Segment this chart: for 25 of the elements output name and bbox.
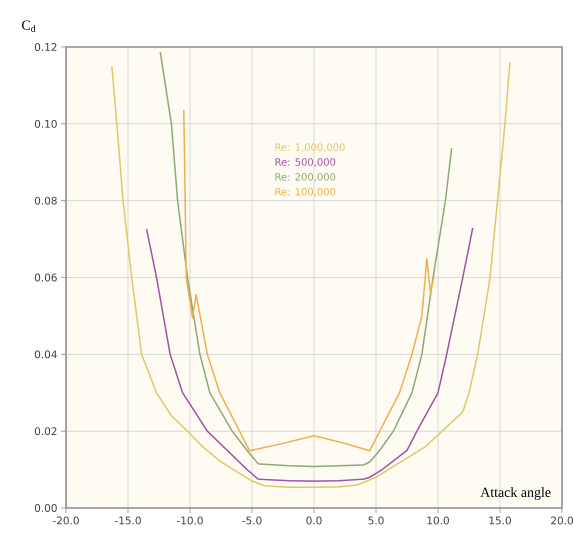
x-tick-label: 20.0 xyxy=(551,516,573,524)
y-tick-label: 0.02 xyxy=(34,427,56,436)
y-tick-label: 0.06 xyxy=(34,274,57,282)
line-series xyxy=(146,227,474,482)
y-tick-label: 0.12 xyxy=(34,43,56,51)
text: Re: 500,000 xyxy=(276,158,336,167)
line-series xyxy=(183,109,436,452)
x-tick-label: 5.0 xyxy=(368,516,384,524)
x-tick-label: -5.0 xyxy=(242,516,262,524)
x-axis-title: Attack angle xyxy=(480,487,551,500)
text: Re: 200,000 xyxy=(276,173,336,182)
y-tick-label: 0.04 xyxy=(34,350,57,358)
line-series xyxy=(159,51,452,468)
x-tick-label: -20.0 xyxy=(52,516,79,524)
y-tick-label: 0.10 xyxy=(34,120,57,128)
x-tick-label: 0.0 xyxy=(306,516,322,524)
text: Re: 100,000 xyxy=(276,188,336,197)
y-tick-label: 0.00 xyxy=(34,504,57,512)
y-axis-title: C$_{d}$ xyxy=(22,20,36,32)
x-tick-label: -15.0 xyxy=(114,516,141,524)
x-tick-label: 10.0 xyxy=(428,516,449,524)
y-tick-label: 0.08 xyxy=(34,196,57,205)
x-tick-label: -10.0 xyxy=(176,516,203,524)
text: Re: 1,000,000 xyxy=(276,143,345,152)
x-tick-label: 15.0 xyxy=(490,516,511,524)
